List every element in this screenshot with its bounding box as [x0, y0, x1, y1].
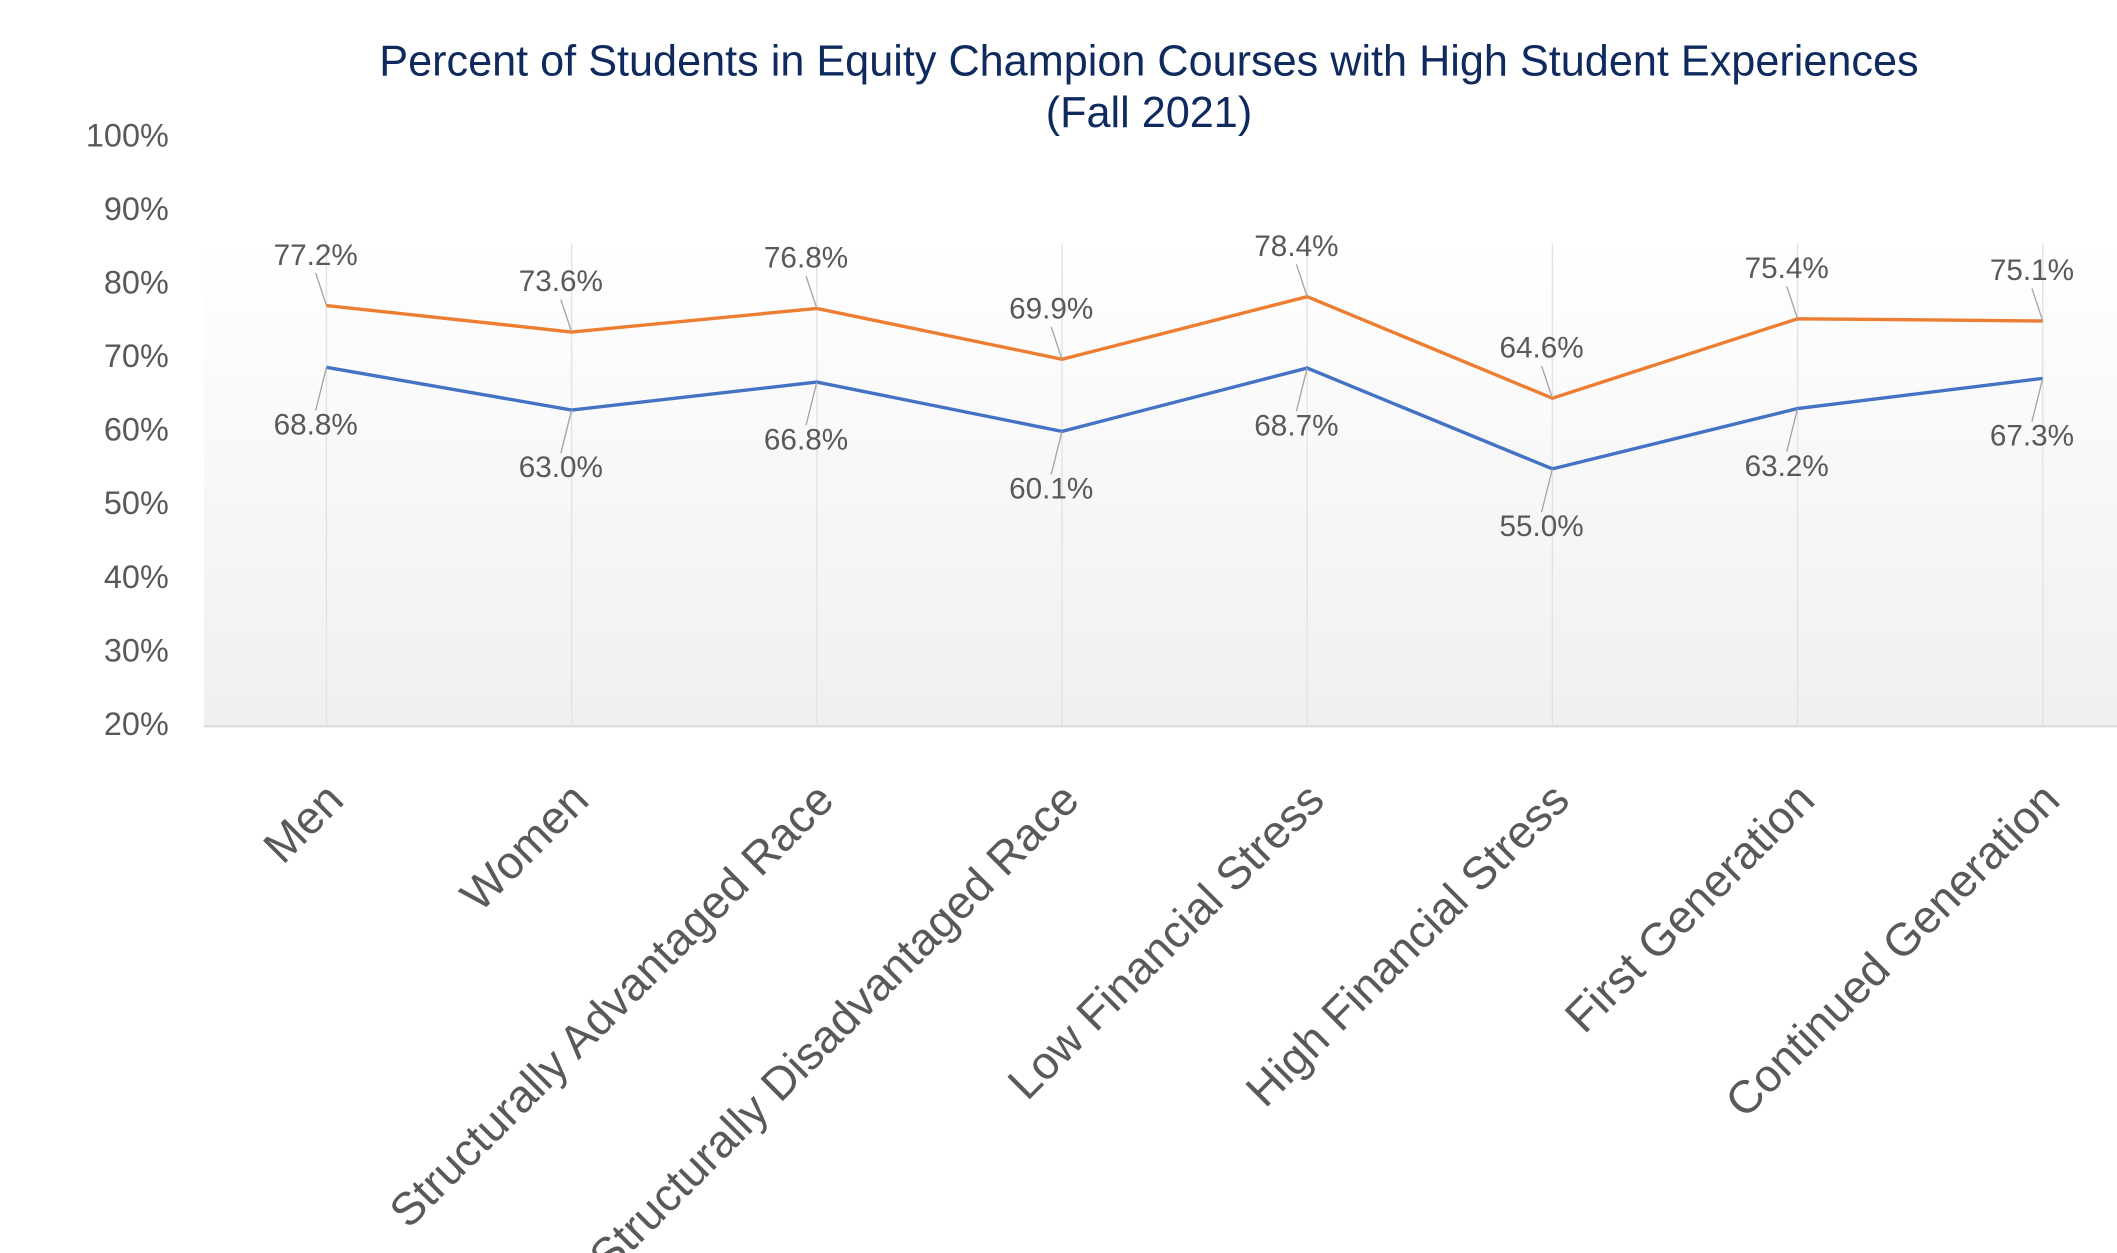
leader-line [1540, 365, 1554, 399]
x-tick-label: Structurally Disadvantaged Race [579, 773, 1088, 1253]
y-tick-label: 20% [104, 706, 169, 742]
leader-line [805, 381, 818, 426]
y-tick-label: 60% [104, 412, 169, 448]
y-tick-label: 80% [104, 264, 169, 300]
data-label: 73.6% [519, 265, 603, 298]
leader-line [315, 272, 328, 306]
data-label: 69.9% [1009, 292, 1093, 325]
x-tick-label: First Generation [1555, 773, 1824, 1042]
leader-line [2031, 378, 2044, 422]
leader-line [2031, 288, 2044, 322]
chart-title: Percent of Students in Equity Champion C… [379, 36, 1919, 137]
y-tick-label: 50% [104, 485, 169, 521]
data-label: 76.8% [764, 242, 848, 275]
leader-line [560, 299, 573, 333]
data-label: 67.3% [1990, 420, 2074, 453]
x-tick-label: Men [253, 773, 353, 873]
leader-line [1050, 326, 1063, 360]
data-label: 64.6% [1499, 331, 1583, 364]
leader-line [560, 409, 573, 454]
leader-line [1786, 408, 1799, 452]
plot-background [203, 243, 2117, 727]
data-label: 66.8% [764, 423, 848, 456]
y-tick-label: 100% [86, 117, 169, 153]
y-tick-label: 90% [104, 191, 169, 227]
data-label: 55.0% [1499, 510, 1583, 543]
data-label: 68.7% [1254, 409, 1338, 442]
leader-line [805, 275, 818, 309]
x-tick-label: Women [450, 773, 598, 921]
leader-line [315, 367, 328, 411]
leader-line [1050, 431, 1063, 475]
leader-line [1540, 468, 1554, 513]
data-label: 68.8% [274, 409, 358, 442]
data-label: 75.4% [1745, 252, 1829, 285]
series-line [326, 294, 2043, 401]
series-line [326, 365, 2043, 471]
leader-line [1786, 286, 1799, 319]
data-label: 77.2% [274, 239, 358, 272]
data-label: 75.1% [1990, 254, 2074, 287]
data-label: 78.4% [1254, 230, 1338, 263]
x-tick-label: Structurally Advantaged Race [379, 773, 843, 1237]
data-label: 60.1% [1009, 473, 1093, 506]
y-tick-label: 30% [104, 632, 169, 668]
data-label: 63.0% [519, 451, 603, 484]
leader-line [1295, 264, 1308, 297]
title-box: Percent of Students in Equity Champion C… [379, 36, 1919, 137]
y-tick-label: 40% [104, 559, 169, 595]
leader-line [1295, 367, 1308, 412]
y-tick-label: 70% [104, 338, 169, 374]
data-label: 63.2% [1745, 450, 1829, 483]
